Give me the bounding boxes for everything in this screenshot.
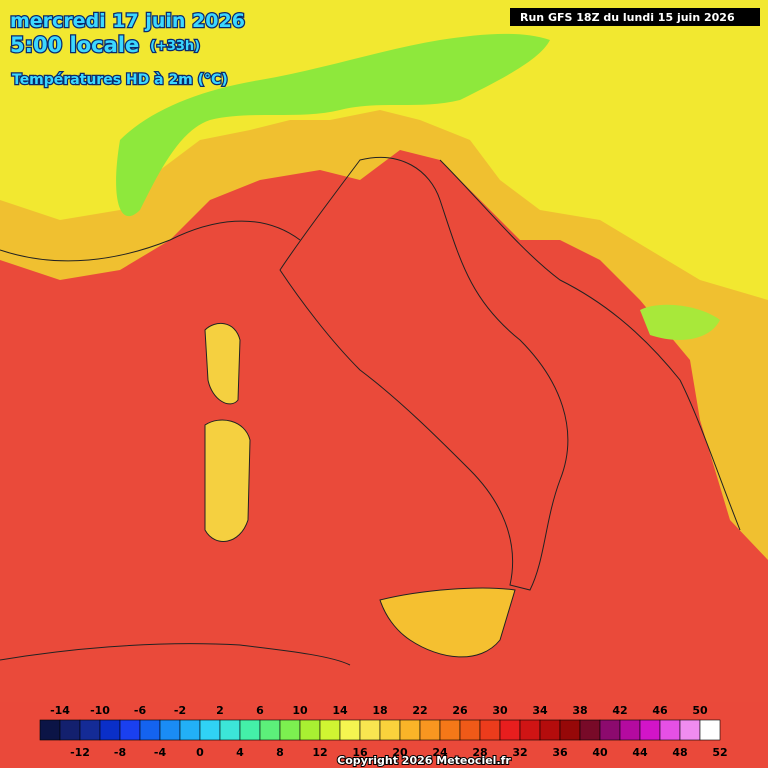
- sicily: [379, 587, 516, 658]
- italy-coast: [279, 156, 569, 591]
- legend-label: 6: [256, 704, 264, 717]
- legend-label: 28: [472, 746, 487, 759]
- color-swatch: [659, 719, 681, 741]
- color-swatch: [259, 719, 281, 741]
- color-swatch: [159, 719, 181, 741]
- color-swatch: [119, 719, 141, 741]
- color-swatch: [479, 719, 501, 741]
- color-swatch: [299, 719, 321, 741]
- color-swatch: [99, 719, 121, 741]
- color-swatch: [699, 719, 721, 741]
- color-swatch: [199, 719, 221, 741]
- color-swatch: [379, 719, 401, 741]
- africa-coast: [0, 643, 351, 666]
- legend-label: 4: [236, 746, 244, 759]
- legend-label: -8: [114, 746, 126, 759]
- color-swatch: [219, 719, 241, 741]
- mild-land: [0, 0, 768, 300]
- legend-label: -12: [70, 746, 90, 759]
- color-swatch: [599, 719, 621, 741]
- legend-label: 10: [292, 704, 308, 717]
- legend-label: 48: [672, 746, 687, 759]
- legend-label: 24: [432, 746, 448, 759]
- color-swatch: [319, 719, 341, 741]
- legend-label: 16: [352, 746, 368, 759]
- color-swatch: [179, 719, 201, 741]
- legend-label: 40: [592, 746, 608, 759]
- date: mercredi 17 juin 2026: [10, 10, 245, 32]
- legend-label: 12: [312, 746, 327, 759]
- legend-label: 42: [612, 704, 627, 717]
- color-swatch: [39, 719, 61, 741]
- color-swatch: [79, 719, 101, 741]
- legend-label: -14: [50, 704, 70, 717]
- color-swatch: [399, 719, 421, 741]
- color-swatch: [639, 719, 661, 741]
- color-swatch: [339, 719, 361, 741]
- legend-label: 50: [692, 704, 708, 717]
- legend-label: 8: [276, 746, 284, 759]
- color-swatch: [439, 719, 461, 741]
- legend-label: -4: [154, 746, 167, 759]
- color-swatch: [619, 719, 641, 741]
- sardinia: [204, 419, 251, 542]
- color-swatch: [679, 719, 701, 741]
- field-name: Températures HD à 2m (°C): [12, 72, 228, 88]
- legend-label: 22: [412, 704, 427, 717]
- color-swatch: [559, 719, 581, 741]
- legend-label: 36: [552, 746, 568, 759]
- color-swatch: [519, 719, 541, 741]
- color-swatch: [579, 719, 601, 741]
- legend-label: 14: [332, 704, 348, 717]
- color-swatch: [59, 719, 81, 741]
- balkan-cool: [640, 304, 720, 340]
- color-swatch: [539, 719, 561, 741]
- legend-label: 34: [532, 704, 548, 717]
- legend-label: 18: [372, 704, 387, 717]
- legend-label: 0: [196, 746, 204, 759]
- legend-label: 46: [652, 704, 668, 717]
- copyright: Copyright 2026 Meteociel.fr: [337, 754, 511, 767]
- legend-label: 20: [392, 746, 408, 759]
- legend-label: 30: [492, 704, 508, 717]
- balkan-coast: [439, 159, 741, 531]
- france-coast: [0, 220, 301, 262]
- legend-label: 2: [216, 704, 224, 717]
- alps-cool: [116, 33, 550, 217]
- legend-label: 32: [512, 746, 527, 759]
- color-swatch: [419, 719, 441, 741]
- legend-label: -10: [90, 704, 110, 717]
- legend-label: 52: [712, 746, 727, 759]
- run-box: [510, 8, 760, 26]
- color-swatch: [359, 719, 381, 741]
- colorbar: -14 -10 -6 -2 2 6 10 14 18 22 26 30 34 38 42 46 50-12 -8-…: [39, 704, 728, 759]
- run-info: Run GFS 18Z du lundi 15 juin 2026: [520, 11, 735, 24]
- corsica: [204, 322, 241, 405]
- legend-label: 38: [572, 704, 587, 717]
- offset: (+33h): [150, 39, 200, 54]
- legend-label: 44: [632, 746, 648, 759]
- color-swatch: [139, 719, 161, 741]
- color-swatch: [239, 719, 261, 741]
- color-swatch: [279, 719, 301, 741]
- legend-label: -2: [174, 704, 186, 717]
- time: 5:00 locale: [10, 33, 139, 57]
- legend-label: 26: [452, 704, 468, 717]
- legend-label: -6: [134, 704, 147, 717]
- color-swatch: [499, 719, 521, 741]
- color-swatch: [459, 719, 481, 741]
